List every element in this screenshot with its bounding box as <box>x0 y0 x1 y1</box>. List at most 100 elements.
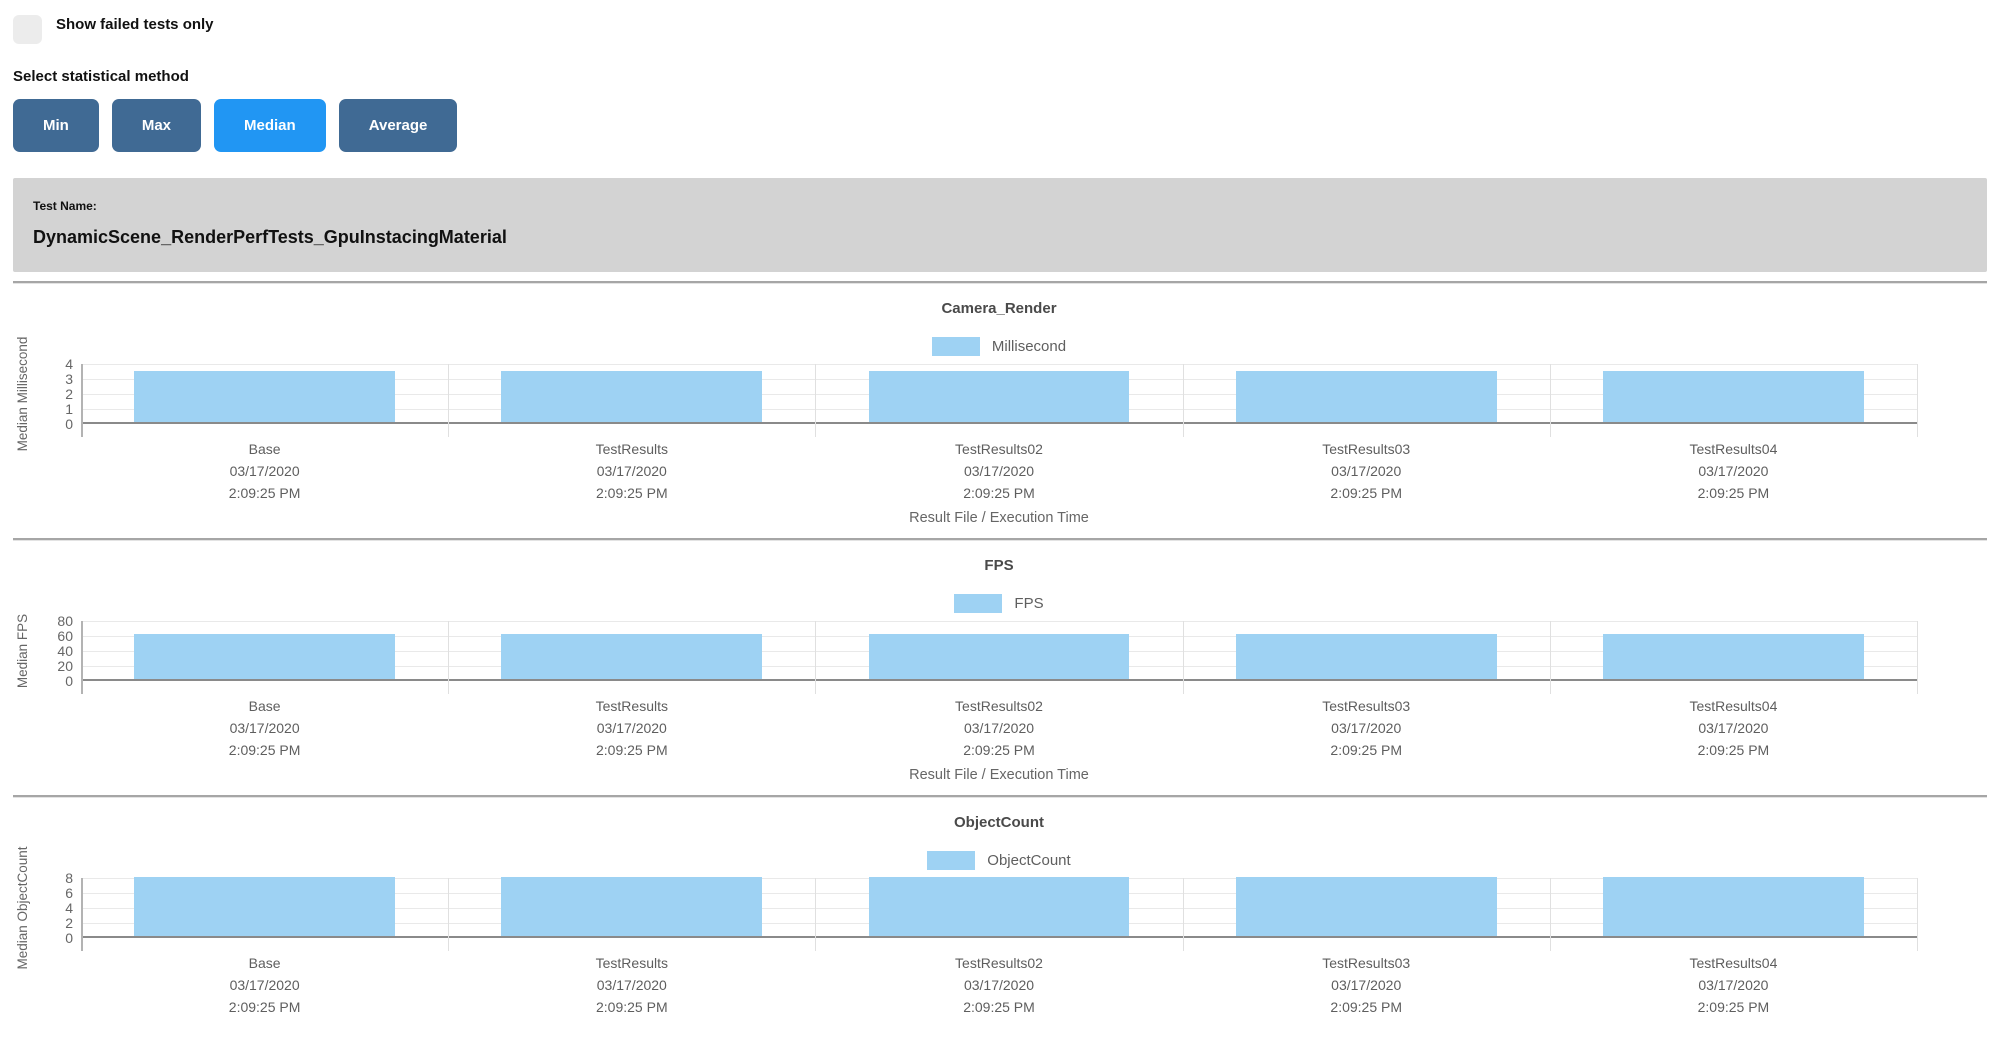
show-failed-label: Show failed tests only <box>56 16 214 33</box>
chart-legend: Millisecond <box>81 337 1917 356</box>
chart-legend: FPS <box>81 594 1917 613</box>
stat-button-max[interactable]: Max <box>111 99 202 152</box>
bar-base <box>134 634 395 679</box>
report-page: Show failed tests only Select statistica… <box>13 15 1987 1018</box>
bar-testresults02 <box>868 634 1130 679</box>
category-gridline <box>448 364 450 437</box>
y-tick-label: 80 <box>57 613 73 629</box>
category-label: TestResults02 03/17/2020 2:09:25 PM <box>815 695 1182 761</box>
bar-testresults04 <box>1603 876 1864 936</box>
chart-legend: ObjectCount <box>81 851 1917 870</box>
category-label: TestResults02 03/17/2020 2:09:25 PM <box>815 952 1182 1018</box>
bar-testresults <box>501 876 763 936</box>
bar-testresults04 <box>1603 634 1864 679</box>
y-axis-line <box>81 364 83 437</box>
bar-testresults02 <box>868 876 1130 936</box>
y-tick-label: 6 <box>65 885 73 901</box>
execution-date: 03/17/2020 <box>963 463 1035 479</box>
bar-testresults <box>501 634 763 679</box>
chart-plot-row: Median FPS 80 60 40 20 0 <box>13 613 1918 694</box>
category-gridline <box>1182 364 1184 437</box>
execution-date: 03/17/2020 <box>1698 463 1769 479</box>
result-file-name: TestResults <box>595 955 668 971</box>
divider <box>13 795 1987 798</box>
execution-date: 03/17/2020 <box>229 720 300 736</box>
y-tick-label: 20 <box>57 658 73 674</box>
chart-object-count: ObjectCount ObjectCount Median ObjectCou… <box>13 798 1987 1018</box>
category-label: TestResults03 03/17/2020 2:09:25 PM <box>1183 695 1550 761</box>
execution-time: 2:09:25 PM <box>1330 485 1403 501</box>
category-label: Base 03/17/2020 2:09:25 PM <box>81 695 448 761</box>
result-file-name: TestResults02 <box>955 698 1043 714</box>
execution-date: 03/17/2020 <box>1331 720 1402 736</box>
execution-time: 2:09:25 PM <box>963 742 1035 758</box>
category-label: TestResults 03/17/2020 2:09:25 PM <box>448 695 815 761</box>
bar-base <box>134 876 395 936</box>
execution-time: 2:09:25 PM <box>1697 485 1770 501</box>
bar-testresults02 <box>868 371 1130 422</box>
result-file-name: TestResults03 <box>1322 955 1411 971</box>
execution-time: 2:09:25 PM <box>1330 999 1403 1015</box>
execution-time: 2:09:25 PM <box>596 999 668 1015</box>
gridline <box>81 621 1917 622</box>
execution-date: 03/17/2020 <box>229 977 300 993</box>
category-gridline <box>815 364 817 437</box>
execution-date: 03/17/2020 <box>1698 977 1769 993</box>
x-axis-labels: Base 03/17/2020 2:09:25 PM TestResults 03/17… <box>81 952 1917 1018</box>
show-failed-checkbox[interactable] <box>13 15 42 44</box>
category-gridline <box>1917 364 1918 437</box>
category-gridline <box>1549 364 1551 437</box>
legend-swatch <box>954 594 1003 613</box>
y-axis-ticks: 80 60 40 20 0 <box>39 613 81 689</box>
stat-button-median[interactable]: Median <box>214 99 326 152</box>
category-gridline <box>448 878 450 951</box>
category-label: Base 03/17/2020 2:09:25 PM <box>81 438 448 504</box>
bar-base <box>134 371 395 422</box>
plot-area <box>81 621 1918 694</box>
stat-button-min[interactable]: Min <box>13 99 99 152</box>
y-tick-label: 4 <box>65 356 73 372</box>
execution-time: 2:09:25 PM <box>228 742 301 758</box>
category-gridline <box>1549 878 1551 951</box>
execution-time: 2:09:25 PM <box>228 485 301 501</box>
show-failed-row: Show failed tests only <box>13 15 1987 44</box>
y-tick-label: 0 <box>65 673 73 689</box>
execution-date: 03/17/2020 <box>1331 463 1402 479</box>
x-axis-title: Result File / Execution Time <box>909 767 1089 783</box>
category-gridline <box>815 878 817 951</box>
y-tick-label: 4 <box>65 900 73 916</box>
category-gridline <box>448 621 450 694</box>
chart-title: FPS <box>984 557 1014 574</box>
stat-method-buttons: Min Max Median Average <box>13 99 1987 152</box>
category-label: TestResults03 03/17/2020 2:09:25 PM <box>1183 952 1550 1018</box>
execution-date: 03/17/2020 <box>1331 977 1402 993</box>
execution-time: 2:09:25 PM <box>1330 742 1403 758</box>
bar-testresults <box>501 371 763 422</box>
execution-date: 03/17/2020 <box>596 720 667 736</box>
result-file-name: Base <box>248 955 281 971</box>
result-file-name: TestResults <box>595 441 668 457</box>
category-label: TestResults04 03/17/2020 2:09:25 PM <box>1550 438 1917 504</box>
y-tick-label: 1 <box>65 401 73 417</box>
execution-time: 2:09:25 PM <box>963 485 1035 501</box>
y-tick-label: 2 <box>65 386 73 402</box>
execution-time: 2:09:25 PM <box>596 485 668 501</box>
result-file-name: TestResults03 <box>1322 441 1411 457</box>
y-axis-label-text: Median FPS <box>15 613 30 689</box>
y-tick-label: 0 <box>65 416 73 432</box>
category-gridline <box>1917 878 1918 951</box>
gridline <box>81 364 1917 365</box>
execution-time: 2:09:25 PM <box>1697 742 1770 758</box>
execution-time: 2:09:25 PM <box>963 999 1035 1015</box>
result-file-name: TestResults <box>595 698 668 714</box>
category-gridline <box>1182 621 1184 694</box>
chart-fps: FPS FPS Median FPS 80 60 40 20 0 Base 03/17/2… <box>13 541 1987 798</box>
chart-title: Camera_Render <box>941 300 1057 317</box>
execution-date: 03/17/2020 <box>963 720 1035 736</box>
y-axis-label-text: Median Millisecond <box>15 336 30 452</box>
stat-button-average[interactable]: Average <box>338 99 458 152</box>
result-file-name: TestResults03 <box>1322 698 1411 714</box>
